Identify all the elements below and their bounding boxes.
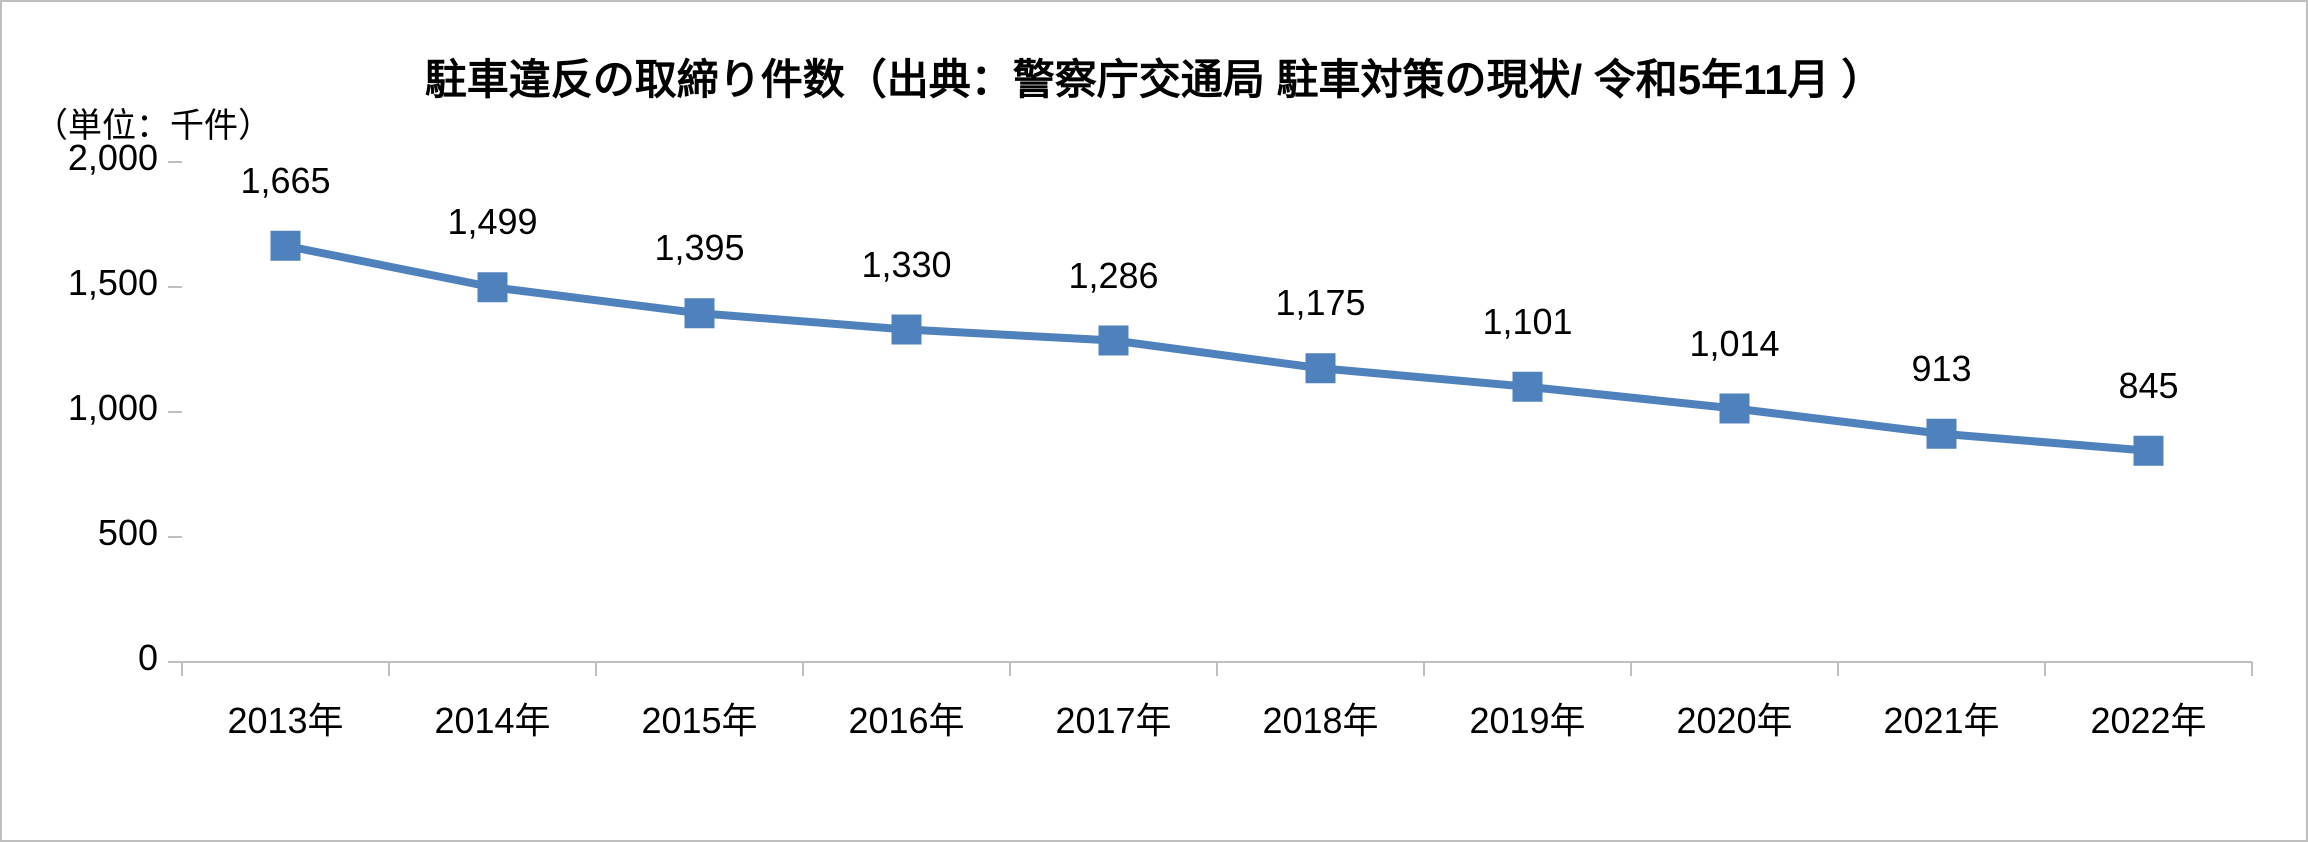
x-tick-label: 2020年 [1631, 692, 1838, 744]
data-point-label: 1,286 [1034, 255, 1194, 297]
data-point-label: 1,014 [1655, 323, 1815, 365]
y-tick-label: 1,000 [8, 387, 158, 429]
data-point-label: 1,395 [620, 227, 780, 269]
data-point-label: 845 [2069, 365, 2229, 407]
data-point-label: 913 [1862, 348, 2022, 390]
chart-container: 駐車違反の取締り件数（出典：警察庁交通局 駐車対策の現状/ 令和5年11月 ） … [0, 0, 2308, 842]
y-tick-label: 1,500 [8, 262, 158, 304]
x-tick-label: 2015年 [596, 692, 803, 744]
x-tick-label: 2018年 [1217, 692, 1424, 744]
x-tick-label: 2017年 [1010, 692, 1217, 744]
x-tick-label: 2019年 [1424, 692, 1631, 744]
y-tick-label: 0 [8, 637, 158, 679]
data-point-label: 1,175 [1241, 282, 1401, 324]
data-point-label: 1,499 [413, 201, 573, 243]
y-tick-label: 500 [8, 512, 158, 554]
data-point-label: 1,330 [827, 244, 987, 286]
y-tick-label: 2,000 [8, 137, 158, 179]
data-point-label: 1,665 [206, 160, 366, 202]
x-tick-label: 2022年 [2045, 692, 2252, 744]
x-tick-label: 2013年 [182, 692, 389, 744]
x-tick-label: 2016年 [803, 692, 1010, 744]
x-tick-label: 2021年 [1838, 692, 2045, 744]
data-point-label: 1,101 [1448, 301, 1608, 343]
x-tick-label: 2014年 [389, 692, 596, 744]
chart-title: 駐車違反の取締り件数（出典：警察庁交通局 駐車対策の現状/ 令和5年11月 ） [2, 46, 2306, 107]
